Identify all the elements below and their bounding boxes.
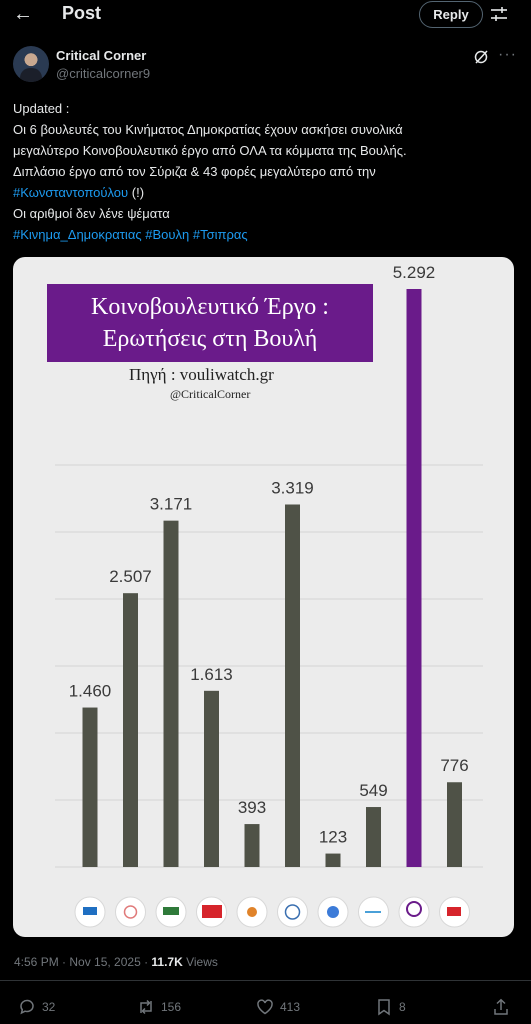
party-logo-mark	[327, 906, 339, 918]
author-handle[interactable]: @criticalcorner9	[56, 66, 151, 81]
reply-count: 32	[42, 1000, 56, 1014]
hashtag-link[interactable]: #Τσιπρας	[192, 227, 248, 242]
party-logo-mark	[163, 907, 179, 915]
repost-action[interactable]: 156	[137, 996, 181, 1018]
hashtag-link[interactable]: #Κωνσταντοπούλου	[13, 185, 129, 200]
chart-bar	[244, 824, 260, 867]
bookmark-count: 8	[399, 1000, 406, 1014]
reply-button[interactable]: Reply	[419, 1, 483, 28]
bar-value-label: 2.507	[109, 567, 152, 586]
bar-value-label: 123	[319, 828, 347, 847]
repost-icon	[140, 999, 152, 1015]
repost-count: 156	[161, 1000, 182, 1014]
timestamp-text[interactable]: 4:56 PM · Nov 15, 2025 ·	[14, 955, 152, 969]
bar-value-label: 549	[359, 781, 387, 800]
chart-title-line: Ερωτήσεις στη Βουλή	[102, 326, 318, 352]
bar-value-label: 3.171	[150, 495, 193, 514]
author-name[interactable]: Critical Corner	[56, 48, 147, 63]
sliders-icon[interactable]	[488, 4, 510, 24]
reply-action[interactable]: 32	[18, 996, 55, 1018]
party-logo-mark	[202, 905, 222, 918]
party-logo-mark	[123, 905, 138, 919]
like-action[interactable]: 413	[256, 996, 300, 1018]
bar-value-label: 3.319	[271, 478, 314, 497]
hashtag-link[interactable]: #Βουλη	[145, 227, 190, 242]
share-action[interactable]	[492, 996, 510, 1018]
chart-bar	[366, 807, 381, 867]
bar-value-label: 1.460	[69, 682, 112, 701]
pasok-logo-icon	[115, 896, 146, 928]
tweet-line: Updated :	[13, 101, 70, 116]
tweet-text-fragment: (!)	[128, 185, 145, 200]
chart-bar	[285, 504, 300, 867]
reply-icon	[20, 999, 34, 1015]
hashtag-link[interactable]: #Κινημα_Δημοκρατιας	[13, 227, 142, 242]
chart-source: Πηγή : vouliwatch.gr	[129, 365, 274, 384]
top-bar: ← Post Reply	[0, 0, 531, 28]
chart-credit: @CriticalCorner	[170, 387, 251, 401]
post-image[interactable]: 1.460 2.507 3.171 1.613 393 3.319 123 549 5.292 7…	[13, 257, 514, 937]
party-logo-mark	[247, 907, 257, 917]
page-title: Post	[62, 3, 102, 23]
chart-bar	[406, 289, 422, 867]
tweet-line: Διπλάσιο έργο από τον Σύριζα & 43 φορές …	[13, 164, 376, 179]
views-count: 11.7K	[151, 955, 183, 969]
chart-title-line: Κοινοβουλευτικό Έργο :	[91, 294, 329, 320]
more-options-icon[interactable]: ···	[498, 46, 517, 63]
kinima-dimokratias-logo-icon	[398, 896, 430, 928]
like-count: 413	[280, 1000, 301, 1014]
chart-bar	[447, 782, 462, 867]
bar-value-label: 1.613	[190, 665, 233, 684]
chart-bar	[204, 690, 219, 867]
chart-title-banner: Κοινοβουλευτικό Έργο : Ερωτήσεις στη Βου…	[47, 284, 373, 362]
bookmark-action[interactable]: 8	[375, 996, 406, 1018]
bar-chart: 1.460 2.507 3.171 1.613 393 3.319 123 549 5.292 7…	[55, 263, 483, 928]
views-label: Views	[182, 955, 218, 969]
bar-value-label: 5.292	[393, 263, 436, 282]
tweet-line: Οι 6 βουλευτές του Κινήματος Δημοκρατίας…	[13, 122, 403, 137]
post-timestamp: 4:56 PM · Nov 15, 2025 · 11.7K Views	[14, 955, 218, 969]
heart-icon	[257, 999, 273, 1015]
bookmark-icon	[378, 999, 390, 1016]
tweet-text: Updated : Οι 6 βουλευτές του Κινήματος Δ…	[13, 98, 518, 245]
party-logo-mark	[83, 907, 97, 915]
party-logo-mark	[406, 901, 422, 917]
tweet-line: Οι αριθμοί δεν λένε ψέματα	[13, 206, 170, 221]
grok-icon[interactable]	[473, 49, 489, 65]
share-icon	[494, 998, 508, 1015]
action-bar: 32 156 413 8	[0, 996, 531, 1018]
hashtag-line: #Κινημα_Δημοκρατιας #Βουλη #Τσιπρας	[13, 224, 518, 245]
niki-logo-icon	[277, 896, 308, 928]
chart-bar	[82, 707, 98, 867]
party-logo-mark	[447, 907, 461, 916]
chart-bar	[123, 593, 138, 867]
back-arrow-icon[interactable]: ←	[13, 3, 33, 25]
tweet-line: #Κωνσταντοπούλου (!)	[13, 182, 518, 203]
party-logo-mark	[284, 904, 301, 920]
bar-value-label: 393	[238, 798, 266, 817]
divider	[0, 980, 531, 981]
tweet-line: μεγαλύτερο Κοινοβουλευτικό έργο από ΟΛΑ …	[13, 143, 407, 158]
chart-bar	[325, 853, 341, 867]
bar-value-label: 776	[440, 756, 468, 775]
chart-bar	[163, 520, 179, 867]
avatar[interactable]	[13, 46, 49, 82]
